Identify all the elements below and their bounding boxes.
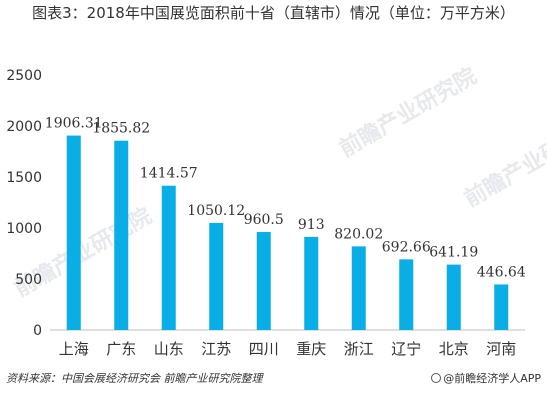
source-note: 资料来源：中国会展经济研究会 前瞻产业研究院整理	[6, 372, 263, 385]
data-label: 1414.57	[140, 166, 198, 182]
x-tick-label: 浙江	[344, 340, 374, 358]
bar	[256, 232, 271, 330]
y-tick-label: 1500	[6, 170, 42, 186]
y-tick-label: 2000	[6, 119, 42, 135]
y-tick-label: 500	[15, 272, 42, 288]
data-label: 1855.82	[92, 121, 150, 137]
x-tick-label: 四川	[249, 340, 279, 358]
bar	[161, 185, 176, 330]
data-label: 1050.12	[187, 203, 245, 219]
brand-text: @前瞻经济学人APP	[443, 372, 541, 385]
chart-title: 图表3：2018年中国展览面积前十省（直辖市）情况（单位：万平方米）	[32, 4, 515, 22]
data-label: 692.66	[382, 239, 431, 255]
data-label: 446.64	[477, 264, 526, 280]
y-tick-label: 0	[33, 323, 42, 339]
x-tick-label: 北京	[439, 340, 469, 358]
data-label: 913	[298, 217, 325, 233]
brand-note: @前瞻经济学人APP	[431, 370, 541, 386]
x-tick-label: 河南	[486, 340, 516, 358]
data-label: 641.19	[429, 245, 478, 261]
x-tick-label: 重庆	[296, 340, 326, 358]
x-tick-label: 广东	[106, 340, 136, 358]
x-tick-label: 上海	[59, 340, 89, 358]
bar	[66, 135, 81, 330]
bar	[446, 264, 461, 330]
bar	[304, 236, 319, 330]
x-tick-label: 山东	[154, 340, 184, 358]
x-tick-label: 辽宁	[391, 340, 421, 358]
data-label: 960.5	[244, 212, 284, 228]
brand-logo-icon	[431, 373, 442, 383]
data-label: 820.02	[334, 226, 383, 242]
bar	[351, 246, 366, 330]
bar	[494, 284, 509, 330]
x-tick-label: 江苏	[201, 340, 231, 358]
bar	[114, 140, 129, 330]
bar	[209, 222, 224, 330]
bar	[399, 259, 414, 330]
y-tick-label: 2500	[6, 68, 42, 84]
y-tick-label: 1000	[6, 221, 42, 237]
data-label: 1906.31	[45, 116, 103, 132]
